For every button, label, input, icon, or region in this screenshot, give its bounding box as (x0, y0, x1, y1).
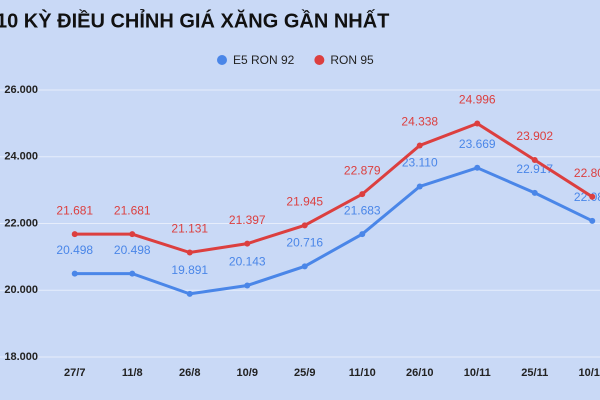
value-label: 21.131 (171, 222, 208, 236)
value-label: 21.683 (344, 203, 381, 217)
value-label: 24.338 (401, 115, 438, 129)
legend-marker (314, 55, 325, 65)
value-label: 20.143 (229, 255, 266, 269)
value-label: 21.945 (286, 195, 323, 209)
data-point (589, 193, 596, 200)
legend-label: RON 95 (330, 53, 374, 67)
x-tick-label: 27/7 (64, 367, 85, 379)
value-label: 21.681 (114, 203, 151, 217)
data-point (474, 120, 481, 127)
data-point (129, 270, 136, 277)
x-tick-label: 10/12 (578, 367, 600, 379)
data-point (474, 164, 481, 171)
data-point (416, 142, 423, 149)
value-label: 22.800 (574, 166, 600, 180)
legend-marker (217, 55, 227, 65)
series-line (74, 121, 594, 255)
data-point (71, 270, 78, 277)
y-tick-label: 18.000 (4, 351, 38, 363)
data-point (416, 183, 423, 190)
value-label: 24.996 (459, 93, 496, 107)
value-label: 20.716 (286, 236, 323, 250)
data-point (244, 240, 251, 247)
data-point (359, 191, 366, 198)
data-point (589, 217, 596, 224)
data-point (301, 222, 308, 229)
x-tick-label: 10/11 (464, 367, 491, 379)
value-label: 23.669 (459, 137, 496, 151)
value-label: 21.397 (229, 213, 266, 227)
x-tick-label: 10/9 (237, 367, 258, 379)
value-label: 23.110 (402, 156, 438, 170)
value-label: 21.681 (56, 203, 93, 217)
x-tick-label: 26/10 (406, 367, 434, 379)
x-tick-label: 25/11 (521, 367, 548, 379)
data-point (244, 282, 251, 289)
x-tick-label: 26/8 (179, 367, 200, 379)
data-point (71, 231, 78, 238)
data-point (301, 263, 308, 270)
value-label: 22.879 (344, 163, 381, 177)
series-line (74, 166, 593, 296)
value-label: 22.080 (574, 190, 600, 204)
x-tick-label: 11/10 (349, 367, 376, 379)
data-point (531, 189, 538, 196)
data-point (129, 231, 136, 238)
x-tick-label: 25/9 (294, 367, 315, 379)
value-label: 20.498 (114, 243, 151, 257)
legend-label: E5 RON 92 (233, 53, 295, 67)
chart-title: 10 KỲ ĐIỀU CHỈNH GIÁ XĂNG GẦN NHẤT (0, 8, 389, 32)
x-tick-label: 11/8 (122, 367, 143, 379)
value-label: 23.902 (516, 129, 553, 143)
value-label: 19.891 (171, 263, 208, 277)
data-point (359, 231, 366, 238)
data-point (186, 249, 193, 256)
y-tick-label: 22.000 (4, 217, 38, 229)
y-tick-label: 24.000 (4, 151, 38, 163)
value-label: 20.498 (56, 243, 93, 257)
y-tick-label: 20.000 (4, 284, 38, 296)
data-point (186, 290, 193, 297)
data-point (531, 157, 538, 164)
y-tick-label: 26.000 (4, 84, 38, 96)
